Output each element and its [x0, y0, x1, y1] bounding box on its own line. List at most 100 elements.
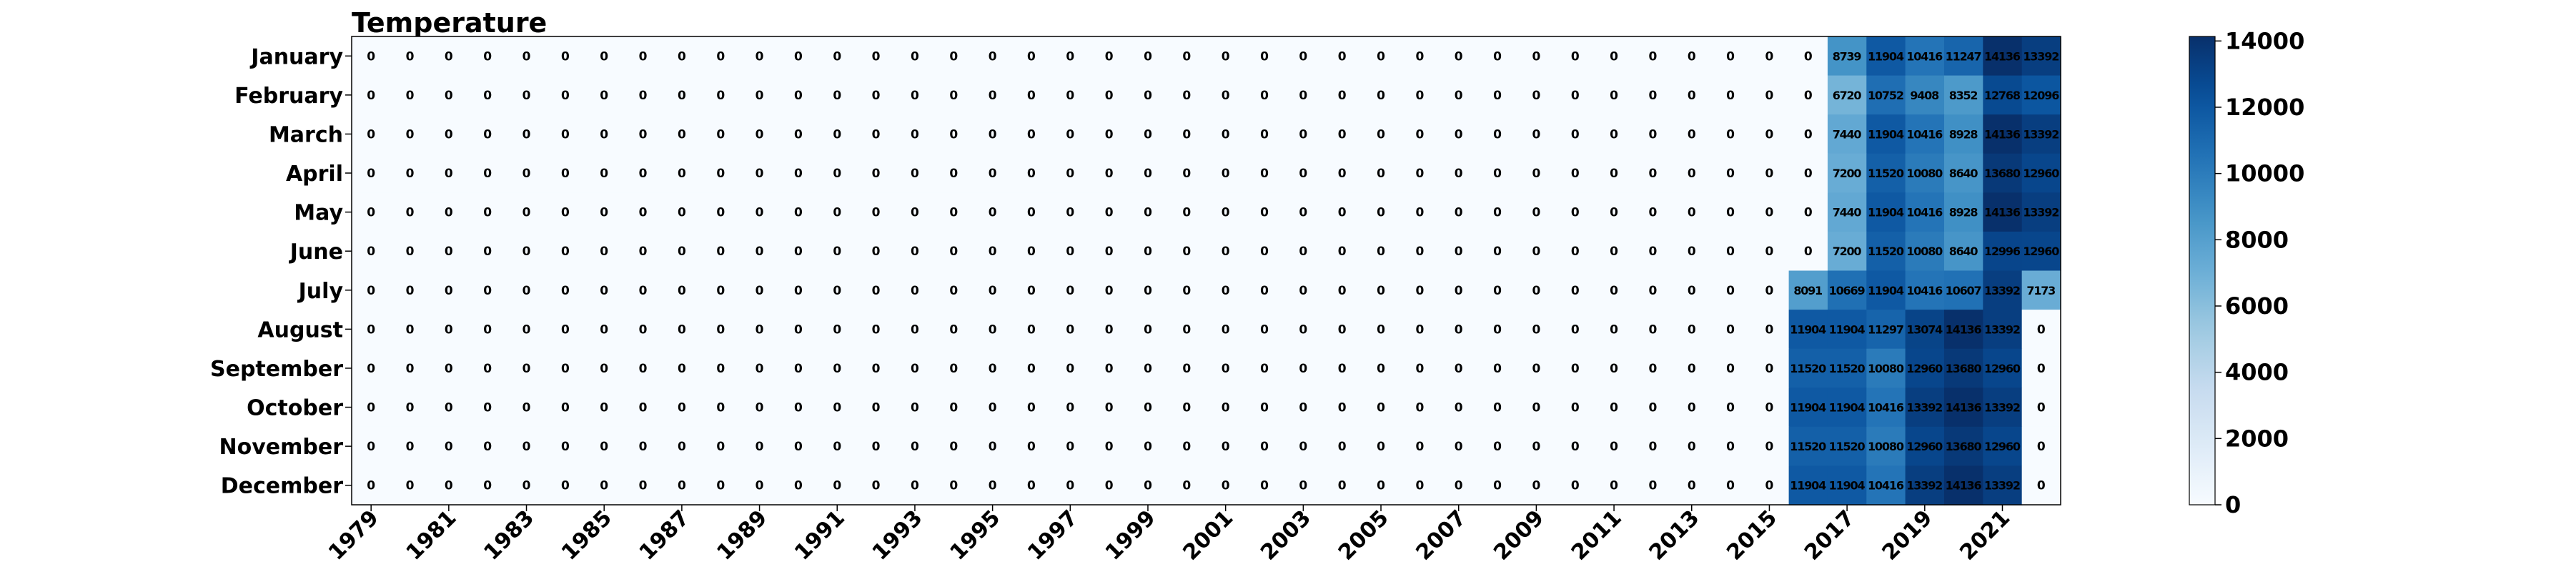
heatmap-cell — [1089, 231, 1129, 272]
cell-value-label: 8640 — [1949, 245, 1978, 258]
cell-value-label: 0 — [716, 440, 725, 454]
heatmap-cell — [1051, 426, 1091, 467]
colorbar-tick-label: 6000 — [2225, 292, 2289, 320]
cell-value-label: 0 — [522, 284, 531, 298]
heatmap-cell — [1672, 75, 1712, 115]
cell-value-label: 0 — [872, 440, 881, 454]
cell-value-label: 0 — [1338, 89, 1347, 103]
cell-value-label: 0 — [522, 127, 531, 142]
heatmap-cell — [1517, 388, 1557, 428]
heatmap-cell — [1322, 348, 1362, 388]
heatmap-cell — [1633, 231, 1673, 272]
cell-value-label: 0 — [406, 206, 415, 220]
cell-value-label: 0 — [522, 440, 531, 454]
cell-value-label: 0 — [1027, 245, 1036, 259]
heatmap-cell — [468, 153, 507, 193]
cell-value-label: 0 — [678, 127, 686, 142]
heatmap-cell — [1167, 192, 1207, 232]
heatmap-cell — [1400, 192, 1440, 232]
heatmap-cell — [1633, 310, 1673, 350]
heatmap-cell — [1517, 426, 1557, 467]
cell-value-label: 0 — [1765, 440, 1774, 454]
heatmap-cell — [390, 465, 430, 506]
heatmap-cell — [1710, 465, 1750, 506]
cell-value-label: 0 — [445, 322, 453, 337]
cell-value-label: 0 — [1105, 89, 1114, 103]
heatmap-cell — [701, 114, 741, 154]
cell-value-label: 0 — [445, 206, 453, 220]
heatmap-cell — [1710, 348, 1750, 388]
heatmap-cell — [818, 192, 858, 232]
cell-value-label: 0 — [1182, 49, 1191, 64]
cell-value-label: 0 — [1455, 479, 1463, 493]
cell-value-label: 0 — [600, 127, 608, 142]
cell-value-label: 0 — [561, 245, 570, 259]
heatmap-cell — [1477, 36, 1517, 77]
heatmap-cell — [1710, 310, 1750, 350]
heatmap-cell — [1322, 153, 1362, 193]
heatmap-cell — [1710, 231, 1750, 272]
cell-value-label: 0 — [1532, 479, 1540, 493]
heatmap-cell — [1905, 36, 1945, 77]
heatmap-cell — [1866, 192, 1906, 232]
heatmap-cell — [973, 388, 1013, 428]
heatmap-cell — [1322, 75, 1362, 115]
cell-value-label: 0 — [1377, 322, 1385, 337]
cell-value-label: 0 — [1144, 245, 1152, 259]
cell-value-label: 0 — [1144, 89, 1152, 103]
heatmap-cell — [545, 310, 585, 350]
cell-value-label: 0 — [1688, 89, 1696, 103]
cell-value-label: 0 — [1455, 245, 1463, 259]
heatmap-cell — [1167, 388, 1207, 428]
cell-value-label: 13392 — [1984, 479, 2021, 493]
cell-value-label: 0 — [1144, 322, 1152, 337]
heatmap-cell — [1555, 231, 1595, 272]
cell-value-label: 0 — [1182, 401, 1191, 415]
cell-value-label: 0 — [2037, 479, 2046, 493]
heatmap-cell — [856, 192, 896, 232]
cell-value-label: 0 — [600, 245, 608, 259]
cell-value-label: 0 — [911, 362, 919, 376]
cell-value-label: 0 — [911, 322, 919, 337]
heatmap-cell — [585, 388, 624, 428]
cell-value-label: 0 — [1260, 362, 1269, 376]
heatmap-cell — [1555, 153, 1595, 193]
heatmap-cell — [662, 36, 702, 77]
heatmap-cell — [1905, 114, 1945, 154]
heatmap-cell — [1051, 153, 1091, 193]
y-tick-label: June — [289, 240, 343, 265]
heatmap-cell — [545, 36, 585, 77]
cell-value-label: 11247 — [1946, 49, 1982, 63]
heatmap-cell — [934, 388, 974, 428]
cell-value-label: 0 — [1144, 206, 1152, 220]
cell-value-label: 10416 — [1906, 206, 1943, 220]
heatmap-cell — [1167, 36, 1207, 77]
heatmap-cell — [934, 231, 974, 272]
heatmap-cell — [585, 75, 624, 115]
heatmap-cell — [1244, 231, 1284, 272]
cell-value-label: 0 — [483, 167, 492, 181]
cell-value-label: 0 — [639, 89, 648, 103]
cell-value-label: 11520 — [1829, 362, 1866, 375]
heatmap-cell — [2021, 231, 2061, 272]
heatmap-cell — [1983, 36, 2023, 77]
cell-value-label: 0 — [1338, 206, 1347, 220]
heatmap-cell — [895, 348, 935, 388]
heatmap-cell — [1555, 348, 1595, 388]
heatmap-cell — [623, 348, 663, 388]
heatmap-cell — [1672, 153, 1712, 193]
cell-value-label: 0 — [794, 440, 803, 454]
cell-value-label: 0 — [1765, 401, 1774, 415]
heatmap-cell — [545, 231, 585, 272]
heatmap-cell — [623, 114, 663, 154]
cell-value-label: 0 — [1027, 89, 1036, 103]
heatmap-cell — [1284, 310, 1324, 350]
heatmap-cell — [1517, 310, 1557, 350]
cell-value-label: 0 — [1648, 284, 1657, 298]
heatmap-cell — [1788, 114, 1828, 154]
cell-value-label: 0 — [1066, 89, 1074, 103]
cell-value-label: 0 — [794, 127, 803, 142]
heatmap-cell — [1672, 310, 1712, 350]
heatmap-cell — [1051, 231, 1091, 272]
cell-value-label: 0 — [678, 167, 686, 181]
